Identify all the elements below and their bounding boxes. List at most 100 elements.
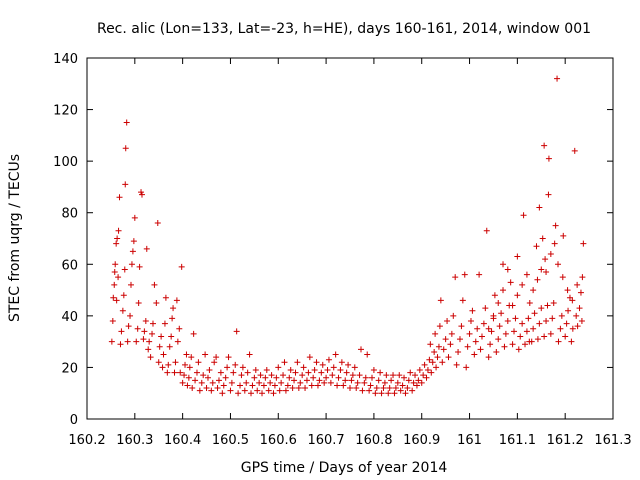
data-point xyxy=(435,343,442,350)
data-point xyxy=(555,338,562,345)
data-point xyxy=(559,274,566,281)
data-point xyxy=(464,343,471,350)
data-point xyxy=(183,351,190,358)
data-point xyxy=(300,364,307,371)
data-point xyxy=(512,315,519,322)
data-point xyxy=(455,348,462,355)
y-tick-label: 60 xyxy=(61,258,78,273)
y-tick-labels: 0 20 40 60 80 100 120 140 xyxy=(53,52,78,428)
data-point xyxy=(501,343,508,350)
data-point xyxy=(519,281,526,288)
x-tick-label: 160.8 xyxy=(355,433,392,448)
data-point xyxy=(472,338,479,345)
data-point xyxy=(142,318,149,325)
data-point xyxy=(469,307,476,314)
data-points xyxy=(108,75,587,397)
data-point xyxy=(256,379,263,386)
data-point xyxy=(122,181,129,188)
data-point xyxy=(509,341,516,348)
data-point xyxy=(415,377,422,384)
data-point xyxy=(580,240,587,247)
x-tick-labels: 160.2 160.3 160.4 160.5 160.6 160.7 160.8 160.9… xyxy=(68,433,631,448)
data-point xyxy=(178,263,185,270)
data-point xyxy=(325,356,332,363)
data-point xyxy=(276,387,283,394)
data-point xyxy=(576,305,583,312)
data-point xyxy=(228,379,235,386)
data-point xyxy=(186,364,193,371)
data-point xyxy=(507,279,514,286)
data-point xyxy=(168,333,175,340)
data-point xyxy=(166,343,173,350)
data-point xyxy=(239,364,246,371)
data-point xyxy=(397,387,404,394)
data-point xyxy=(550,299,557,306)
data-point xyxy=(413,382,420,389)
data-point xyxy=(496,323,503,330)
data-point xyxy=(552,222,559,229)
data-point xyxy=(127,281,134,288)
data-point xyxy=(514,292,521,299)
data-point xyxy=(208,387,215,394)
data-point xyxy=(431,348,438,355)
x-tick-label: 161.2 xyxy=(547,433,584,448)
x-tick-label: 161.3 xyxy=(594,433,631,448)
data-point xyxy=(426,356,433,363)
data-point xyxy=(530,325,537,332)
data-point xyxy=(541,142,548,149)
data-point xyxy=(292,369,299,376)
data-point xyxy=(149,320,156,327)
x-tick-label: 160.9 xyxy=(403,433,440,448)
data-point xyxy=(182,361,189,368)
data-point xyxy=(146,338,153,345)
data-point xyxy=(504,318,511,325)
data-point xyxy=(138,189,145,196)
data-point xyxy=(232,361,239,368)
data-point xyxy=(544,302,551,309)
data-point xyxy=(270,390,277,397)
data-point xyxy=(138,191,145,198)
data-point xyxy=(348,377,355,384)
data-point xyxy=(448,330,455,337)
data-point xyxy=(432,330,439,337)
data-point xyxy=(399,382,406,389)
data-point xyxy=(114,235,121,242)
data-point xyxy=(533,243,540,250)
data-point xyxy=(418,379,425,386)
data-point xyxy=(467,318,474,325)
data-point xyxy=(522,341,529,348)
data-point xyxy=(407,369,414,376)
data-point xyxy=(495,336,502,343)
data-point xyxy=(483,227,490,234)
x-tick-label: 160.7 xyxy=(307,433,344,448)
data-point xyxy=(313,359,320,366)
data-point xyxy=(579,274,586,281)
data-point xyxy=(246,351,253,358)
data-point xyxy=(520,212,527,219)
data-point xyxy=(281,359,288,366)
data-point xyxy=(161,320,168,327)
data-point xyxy=(477,346,484,353)
data-point xyxy=(573,312,580,319)
data-point xyxy=(119,307,126,314)
data-point xyxy=(526,299,533,306)
data-point xyxy=(120,292,127,299)
data-point xyxy=(458,323,465,330)
data-point xyxy=(330,364,337,371)
data-point xyxy=(306,354,313,361)
data-point xyxy=(412,372,419,379)
data-point xyxy=(514,253,521,260)
data-point xyxy=(402,390,409,397)
data-point xyxy=(334,382,341,389)
data-point xyxy=(504,266,511,273)
data-point xyxy=(314,382,321,389)
data-point xyxy=(541,333,548,340)
data-point xyxy=(297,379,304,386)
data-point xyxy=(459,297,466,304)
data-point xyxy=(366,387,373,394)
data-point xyxy=(123,119,130,126)
data-point xyxy=(493,348,500,355)
data-point xyxy=(213,354,220,361)
data-point xyxy=(380,385,387,392)
data-point xyxy=(249,382,256,389)
